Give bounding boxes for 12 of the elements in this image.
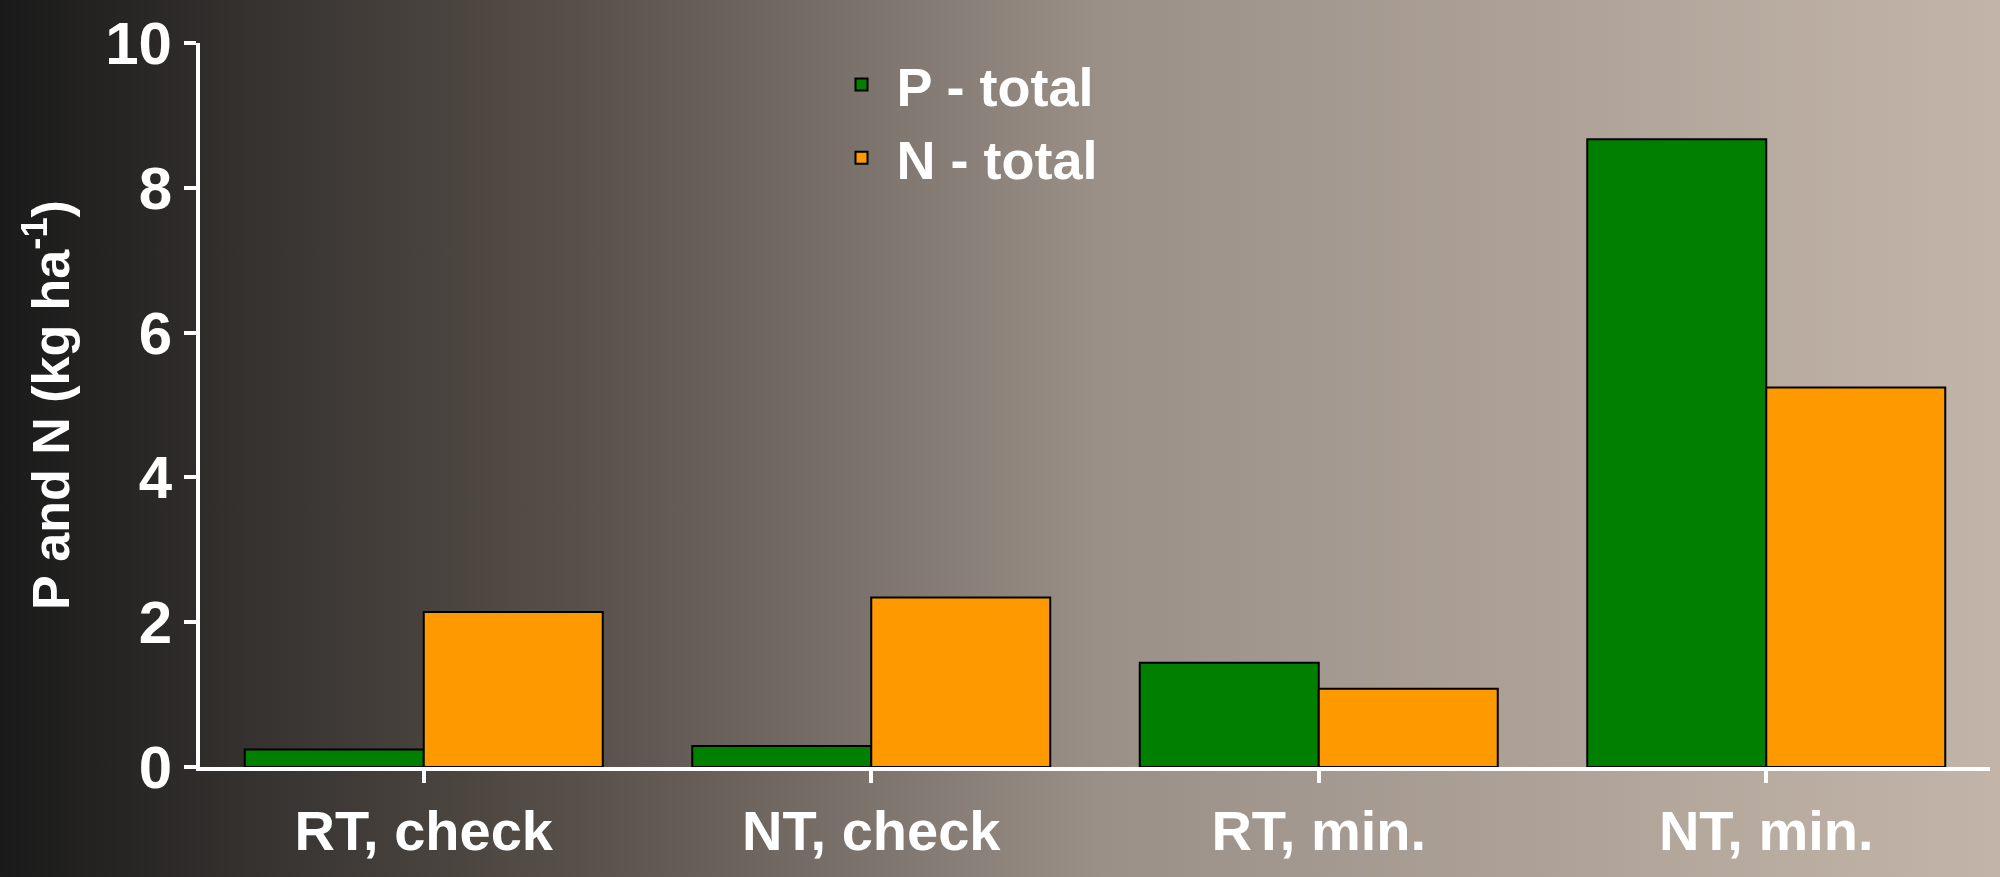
x-tick-label: NT, min. <box>1658 799 1874 863</box>
y-tick-label: 10 <box>105 10 172 77</box>
x-tick-label: RT, min. <box>1211 799 1427 863</box>
legend-label: N - total <box>896 129 1098 190</box>
y-tick-label: 4 <box>138 444 173 512</box>
y-tick-label: 8 <box>138 154 172 222</box>
y-tick-label: 2 <box>138 589 172 657</box>
x-tick-label: RT, check <box>294 799 554 863</box>
y-tick-label: 0 <box>138 734 172 801</box>
x-tick-label: NT, check <box>742 799 1002 863</box>
y-tick-label: 6 <box>138 299 172 367</box>
legend-label: P - total <box>896 56 1094 117</box>
